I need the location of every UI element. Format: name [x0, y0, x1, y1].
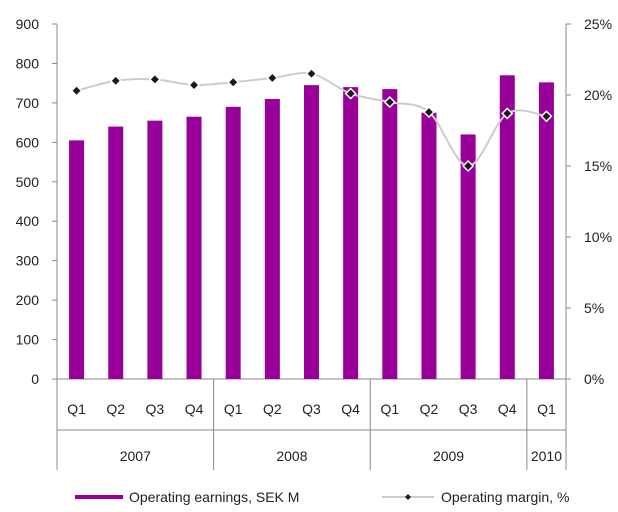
y-tick-label-left: 300	[16, 253, 40, 269]
x-tick-label-quarter: Q3	[302, 401, 321, 417]
bar	[499, 75, 515, 380]
y-tick-label-left: 200	[16, 292, 40, 308]
margin-point-marker	[187, 78, 201, 92]
margin-point-marker	[540, 110, 553, 123]
x-tick-label-quarter: Q4	[185, 401, 204, 417]
margin-point-marker	[227, 76, 240, 89]
x-tick-label-quarter: Q1	[380, 401, 399, 417]
margin-point-marker	[462, 159, 475, 173]
y-tick-label-left: 500	[16, 174, 40, 190]
legend-line-marker	[405, 494, 411, 500]
y-tick-label-left: 0	[31, 371, 39, 387]
x-tick-label-year: 2008	[276, 448, 307, 464]
margin-point-marker	[344, 87, 357, 100]
x-tick-label-quarter: Q2	[420, 401, 439, 417]
y-tick-label-right: 10%	[584, 229, 612, 245]
y-tick-label-left: 700	[16, 95, 40, 111]
margin-point-marker	[501, 107, 514, 120]
x-tick-label-year: 2009	[433, 448, 464, 464]
bar	[460, 134, 476, 379]
legend-bar-label: Operating earnings, SEK M	[129, 489, 299, 505]
margin-point-marker	[148, 73, 161, 86]
y-tick-label-right: 0%	[584, 371, 604, 387]
bar	[421, 112, 437, 379]
margin-point-marker	[422, 105, 436, 119]
margin-point-marker	[305, 67, 318, 80]
y-tick-label-left: 600	[16, 134, 40, 150]
y-tick-label-left: 400	[16, 213, 40, 229]
y-tick-label-right: 25%	[584, 16, 612, 32]
y-tick-label-left: 100	[16, 332, 40, 348]
bar	[69, 140, 85, 379]
bar	[304, 85, 319, 379]
x-tick-label-quarter: Q4	[341, 401, 360, 417]
bar	[147, 120, 163, 379]
bar	[186, 116, 202, 379]
x-tick-label-quarter: Q1	[67, 401, 86, 417]
margin-point-marker	[109, 74, 122, 87]
legend-line-label: Operating margin, %	[441, 489, 569, 505]
x-tick-label-quarter: Q3	[459, 401, 478, 417]
x-tick-label-year: 2010	[531, 448, 562, 464]
bar	[382, 89, 398, 379]
y-tick-label-right: 20%	[584, 87, 612, 103]
x-tick-label-quarter: Q1	[537, 401, 556, 417]
y-tick-label-left: 900	[16, 16, 40, 32]
x-tick-label-quarter: Q3	[146, 401, 165, 417]
bar	[225, 106, 241, 379]
x-tick-label-quarter: Q1	[224, 401, 243, 417]
x-tick-label-quarter: Q2	[106, 401, 125, 417]
x-tick-label-quarter: Q2	[263, 401, 282, 417]
y-tick-label-right: 15%	[584, 158, 612, 174]
x-tick-label-quarter: Q4	[498, 401, 517, 417]
bar	[343, 87, 359, 379]
x-tick-label-year: 2007	[120, 448, 151, 464]
bar	[264, 98, 280, 379]
margin-point-marker	[70, 84, 83, 97]
bar	[538, 82, 554, 379]
margin-point-marker	[266, 71, 279, 85]
margin-point-marker	[383, 96, 396, 109]
bar	[108, 126, 124, 379]
y-tick-label-right: 5%	[584, 300, 604, 316]
y-tick-label-left: 800	[16, 55, 40, 71]
